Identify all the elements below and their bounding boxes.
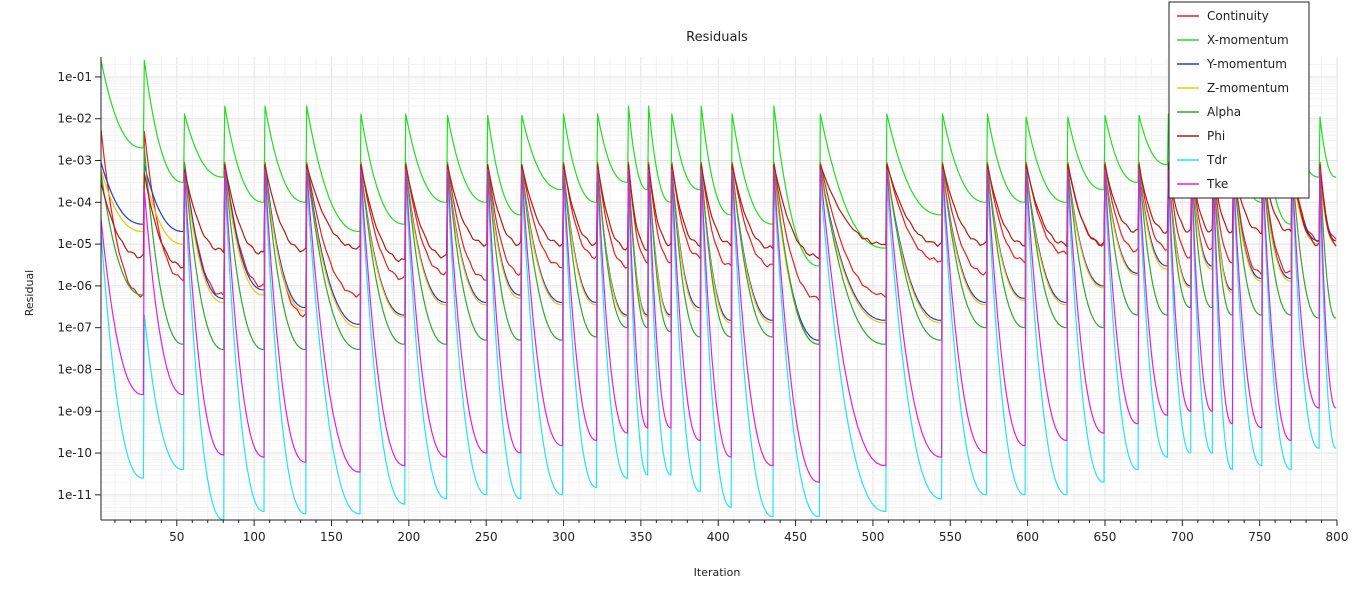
x-tick-label: 150	[320, 530, 343, 544]
y-tick-label: 1e-07	[57, 321, 92, 335]
legend-label-x-momentum: X-momentum	[1207, 33, 1289, 47]
x-tick-label: 100	[243, 530, 266, 544]
x-tick-label: 650	[1094, 530, 1117, 544]
y-axis-title: Residual	[23, 270, 36, 316]
x-tick-label: 50	[169, 530, 184, 544]
legend-label-y-momentum: Y-momentum	[1206, 57, 1287, 71]
chart-title: Residuals	[686, 30, 748, 45]
series-layer	[101, 59, 1337, 520]
grid-layer	[101, 57, 1338, 520]
y-tick-label: 1e-11	[57, 488, 92, 502]
y-tick-label: 1e-05	[57, 237, 92, 251]
x-tick-label: 400	[707, 530, 730, 544]
x-tick-label: 350	[629, 530, 652, 544]
x-tick-label: 750	[1248, 530, 1271, 544]
legend-box	[1168, 1, 1310, 199]
x-axis-title: Iteration	[694, 566, 741, 579]
y-tick-label: 1e-08	[57, 362, 92, 376]
y-tick-label: 1e-01	[57, 70, 92, 84]
legend: Continuity X-momentum Y-momentum Z-momentum…	[1168, 1, 1310, 199]
x-tick-label: 800	[1326, 530, 1349, 544]
x-tick-label: 600	[1016, 530, 1039, 544]
x-tick-label: 500	[861, 530, 884, 544]
axes-layer: 50 100 150 200 250 300 350 400 450 500 550 600 650 70…	[57, 57, 1348, 544]
legend-label-z-momentum: Z-momentum	[1207, 81, 1289, 95]
y-tick-label: 1e-04	[57, 195, 92, 209]
y-tick-label: 1e-10	[57, 446, 92, 460]
y-tick-label: 1e-06	[57, 279, 92, 293]
y-tick-label: 1e-09	[57, 404, 92, 418]
legend-label-tke: Tke	[1206, 177, 1228, 191]
series-line-tke	[101, 169, 1337, 483]
legend-label-phi: Phi	[1207, 129, 1225, 143]
x-tick-label: 200	[397, 530, 420, 544]
x-tick-label: 300	[552, 530, 575, 544]
x-tick-label: 550	[939, 530, 962, 544]
legend-label-continuity: Continuity	[1207, 9, 1269, 23]
x-tick-label: 450	[784, 530, 807, 544]
y-tick-label: 1e-02	[57, 112, 92, 126]
legend-label-tdr: Tdr	[1206, 153, 1227, 167]
y-tick-label: 1e-03	[57, 154, 92, 168]
legend-label-alpha: Alpha	[1207, 105, 1241, 119]
x-tick-label: 700	[1171, 530, 1194, 544]
x-tick-label: 250	[475, 530, 498, 544]
